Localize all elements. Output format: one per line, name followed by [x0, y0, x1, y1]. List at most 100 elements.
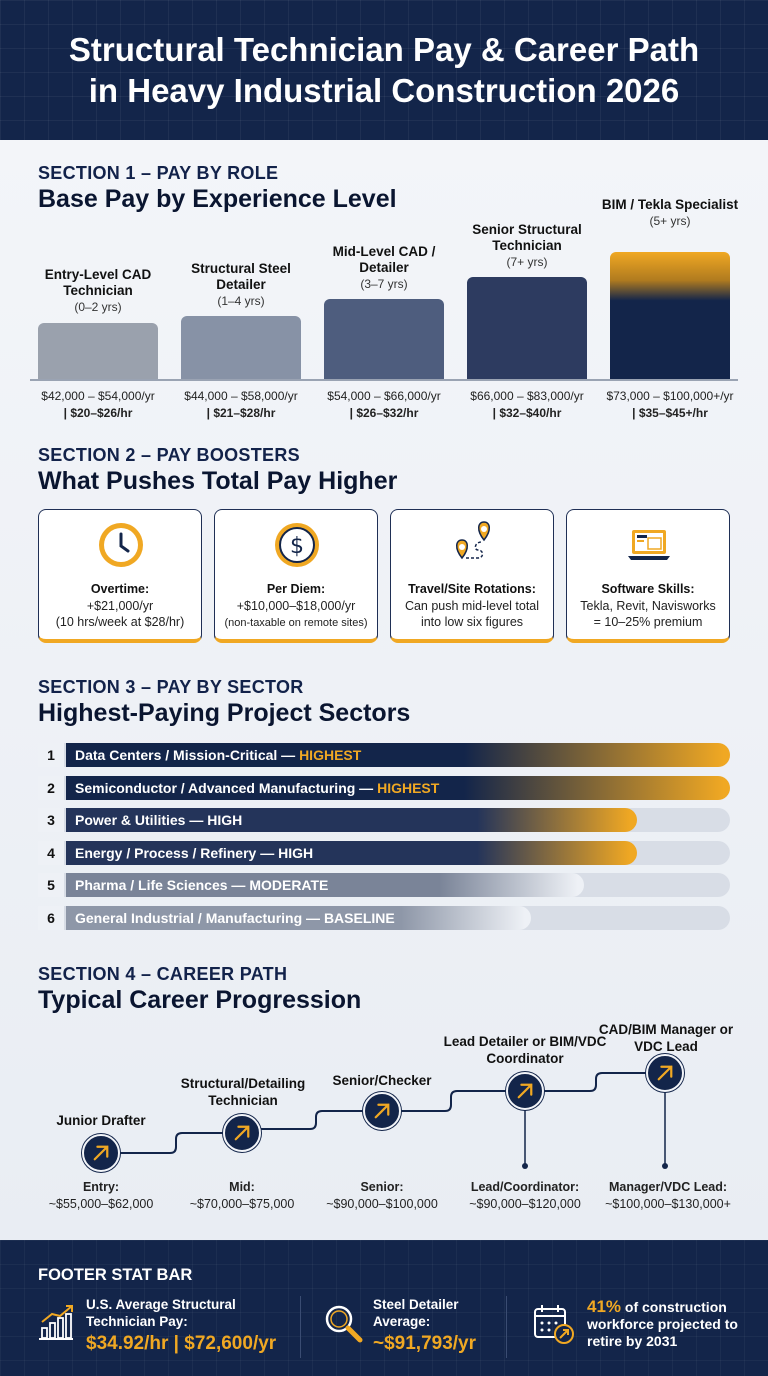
sector-level: MODERATE — [249, 877, 329, 894]
sector-label: Semiconductor / Advanced Manufacturing —… — [75, 779, 440, 796]
card-title: Per Diem: — [266, 582, 326, 596]
stat2-label: Steel Detailer Average: — [373, 1297, 459, 1329]
career-step-node-4 — [506, 1072, 544, 1110]
main-content: SECTION 1 – PAY BY ROLE Base Pay by Expe… — [0, 140, 768, 1240]
booster-card-software: Software Skills: Tekla, Revit, Naviswork… — [566, 509, 730, 643]
footer-divider — [300, 1296, 301, 1358]
role-pay-bim: $73,000 – $100,000+/yr | $35–$45+/hr — [606, 389, 734, 420]
page-title-line2: in Heavy Industrial Construction 2026 — [88, 72, 680, 109]
section3-label: SECTION 3 – PAY BY SECTOR — [38, 677, 304, 697]
sector-fill-bar — [66, 873, 584, 898]
sector-level: HIGHEST — [299, 747, 362, 763]
career-step-node-3 — [363, 1092, 401, 1130]
booster-card-travel: Travel/Site Rotations: Can push mid-leve… — [390, 509, 554, 643]
sector-rank: 6 — [38, 906, 64, 930]
card-text: Can push mid-level total into low six fig… — [404, 599, 540, 629]
career-step-title-5: CAD/BIM Manager or VDC Lead — [598, 1022, 734, 1054]
section1-label: SECTION 1 – PAY BY ROLE — [38, 163, 279, 183]
stat1-label: U.S. Average Structural Technician Pay: — [86, 1297, 236, 1329]
career-step-title-4: Lead Detailer or BIM/VDC Coordinator — [443, 1034, 607, 1066]
sector-label: General Industrial / Manufacturing — BAS… — [75, 910, 395, 926]
arrow-up-right-icon — [234, 1125, 250, 1141]
sector-row: 5 Pharma / Life Sciences — MODERATE — [38, 873, 730, 898]
section4-title: Typical Career Progression — [38, 986, 362, 1014]
sector-fill-bar — [66, 840, 637, 865]
chart-baseline — [30, 379, 738, 381]
card-title: Software Skills: — [601, 582, 695, 596]
clock-icon — [99, 523, 143, 567]
arrow-up-right-icon — [657, 1065, 673, 1081]
sector-fill-bar — [66, 906, 531, 930]
sector-level: HIGH — [207, 812, 243, 829]
career-step-node-1 — [82, 1134, 120, 1172]
stat2-value: ~$91,793/yr — [373, 1333, 477, 1354]
career-step-title-2: Structural/Detailing Technician — [180, 1076, 306, 1108]
booster-card-per-diem: $ Per Diem: +$10,000–$18,000/yr (non-taxa… — [214, 509, 378, 643]
section3-title: Highest-Paying Project Sectors — [38, 699, 411, 727]
career-step-pay-1: Entry: ~$55,000–$62,000 — [48, 1180, 154, 1211]
footer-divider — [506, 1296, 507, 1358]
role-bar — [467, 277, 587, 380]
section4-label: SECTION 4 – CAREER PATH — [38, 964, 288, 984]
role-bar — [610, 252, 730, 380]
sector-row: 3 Power & Utilities — HIGH — [38, 808, 730, 833]
sector-row: 1 Data Centers / Mission-Critical — HIGHE… — [38, 743, 730, 767]
role-pay-entry: $42,000 – $54,000/yr | $20–$26/hr — [41, 389, 155, 420]
sector-label: Power & Utilities — HIGH — [75, 812, 243, 829]
card-text: +$10,000–$18,000/yr (non-taxable on remot… — [224, 599, 368, 629]
footer-heading: FOOTER STAT BAR — [38, 1266, 193, 1284]
card-text: +$21,000/yr (10 hrs/week at $28/hr) — [55, 599, 185, 629]
booster-card-overtime: Overtime: +$21,000/yr (10 hrs/week at $28… — [38, 509, 202, 643]
card-title: Travel/Site Rotations: — [408, 582, 536, 596]
dollar-coin-icon: $ — [275, 523, 319, 567]
sector-rank: 3 — [38, 808, 64, 833]
arrow-up-right-icon — [93, 1145, 109, 1161]
career-step-pay-2: Mid: ~$70,000–$75,000 — [189, 1180, 295, 1211]
section2-label: SECTION 2 – PAY BOOSTERS — [38, 445, 300, 465]
sector-level: BASELINE — [323, 910, 395, 926]
section2-title: What Pushes Total Pay Higher — [38, 467, 398, 495]
role-name: Structural Steel Detailer (1–4 yrs) — [191, 261, 291, 308]
role-pay-senior: $66,000 – $83,000/yr | $32–$40/hr — [470, 389, 584, 420]
career-step-pay-4: Lead/Coordinator: ~$90,000–$120,000 — [469, 1180, 581, 1211]
role-bar — [324, 299, 444, 380]
page-title-line1: Structural Technician Pay & Career Path — [68, 31, 700, 68]
card-text: Tekla, Revit, Navisworks = 10–25% premium — [580, 599, 716, 629]
section1-title: Base Pay by Experience Level — [38, 185, 397, 213]
sector-level: HIGHEST — [377, 779, 440, 796]
page-header: Structural Technician Pay & Career Path … — [0, 0, 768, 140]
sector-row: 6 General Industrial / Manufacturing — BA… — [38, 906, 730, 930]
sector-rank: 2 — [38, 775, 64, 800]
sector-row: 4 Energy / Process / Refinery — HIGH — [38, 840, 730, 865]
card-title: Overtime: — [90, 582, 150, 596]
role-name: Senior Structural Technician (7+ yrs) — [472, 222, 582, 269]
sector-rank: 4 — [38, 840, 64, 865]
laptop-icon — [628, 530, 670, 560]
role-name: BIM / Tekla Specialist (5+ yrs) — [601, 197, 739, 228]
sector-fill-bar — [66, 743, 730, 767]
route-pin-icon — [456, 521, 490, 560]
career-step-pay-3: Senior: ~$90,000–$100,000 — [326, 1180, 438, 1211]
career-step-title-3: Senior/Checker — [332, 1073, 432, 1088]
role-name: Entry-Level CAD Technician (0–2 yrs) — [44, 267, 152, 314]
career-step-node-5 — [646, 1054, 684, 1092]
arrow-up-right-icon — [374, 1103, 390, 1119]
sector-label: Data Centers / Mission-Critical — HIGHES… — [75, 747, 362, 763]
svg-text:$: $ — [290, 534, 304, 559]
sector-label: Energy / Process / Refinery — HIGH — [75, 844, 314, 861]
role-pay-mid-level: $54,000 – $66,000/yr | $26–$32/hr — [327, 389, 441, 420]
sector-level: HIGH — [278, 844, 314, 861]
stat1-value: $34.92/hr | $72,600/yr — [86, 1333, 277, 1354]
sector-label: Pharma / Life Sciences — MODERATE — [75, 877, 329, 894]
sector-rank: 5 — [38, 873, 64, 898]
sector-fill-bar — [66, 775, 730, 800]
magnifier-icon — [325, 1305, 363, 1343]
sector-row: 2 Semiconductor / Advanced Manufacturing … — [38, 775, 730, 800]
role-pay-steel-detailer: $44,000 – $58,000/yr | $21–$28/hr — [184, 389, 298, 420]
role-bar — [181, 316, 301, 380]
role-bar — [38, 323, 158, 380]
stat3-text: 41% of construction workforce projected … — [587, 1297, 738, 1349]
calendar-clock-icon — [534, 1305, 574, 1344]
career-step-node-2 — [223, 1114, 261, 1152]
sector-rank: 1 — [38, 743, 64, 767]
